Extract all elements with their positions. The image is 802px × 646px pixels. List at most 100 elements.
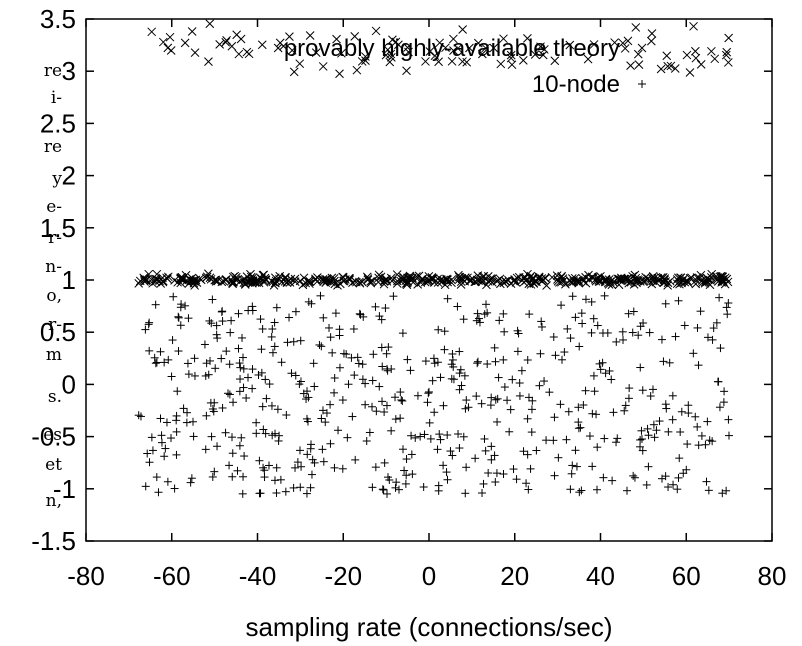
point-plus-marker xyxy=(426,434,435,443)
point-plus-marker xyxy=(145,318,154,327)
point-plus-marker xyxy=(694,361,703,370)
point-plus-marker xyxy=(201,445,210,454)
point-plus-marker xyxy=(141,325,150,334)
point-x-marker xyxy=(413,279,423,289)
point-plus-marker xyxy=(664,483,673,492)
point-plus-marker xyxy=(484,468,493,477)
point-plus-marker xyxy=(257,345,266,354)
point-x-marker xyxy=(506,53,516,63)
point-plus-marker xyxy=(643,424,652,433)
point-x-marker xyxy=(357,57,367,66)
point-plus-marker xyxy=(487,455,496,464)
margin-text-line: m xyxy=(46,345,62,365)
point-plus-marker xyxy=(291,463,300,472)
point-plus-marker xyxy=(673,485,682,494)
point-plus-marker xyxy=(206,356,215,365)
point-plus-marker xyxy=(618,327,627,336)
point-plus-marker xyxy=(228,472,237,481)
point-x-marker xyxy=(374,270,384,280)
point-plus-marker xyxy=(676,428,685,437)
point-plus-marker xyxy=(505,427,514,436)
point-plus-marker xyxy=(665,358,674,367)
point-plus-marker xyxy=(487,393,496,402)
point-plus-marker xyxy=(270,342,279,351)
x-tick-label: 40 xyxy=(586,561,615,591)
point-plus-marker xyxy=(720,387,729,396)
point-x-marker xyxy=(242,47,252,57)
point-plus-marker xyxy=(225,461,234,470)
point-plus-marker xyxy=(267,332,276,341)
y-tick-label: 0 xyxy=(62,369,76,399)
margin-text-line: o, xyxy=(46,286,62,306)
point-plus-marker xyxy=(233,466,242,475)
point-plus-marker xyxy=(493,417,502,426)
point-plus-marker xyxy=(596,365,605,374)
point-plus-marker xyxy=(581,295,590,304)
point-plus-marker xyxy=(273,405,282,414)
point-plus-marker xyxy=(160,452,169,461)
point-plus-marker xyxy=(398,396,407,405)
point-x-marker xyxy=(499,34,508,44)
point-plus-marker xyxy=(239,364,248,373)
point-plus-marker xyxy=(650,433,659,442)
point-x-marker xyxy=(691,53,701,63)
point-x-marker xyxy=(526,280,536,289)
point-plus-marker xyxy=(391,393,400,402)
point-plus-marker xyxy=(558,355,567,364)
point-plus-marker xyxy=(358,375,367,384)
point-plus-marker xyxy=(208,472,217,481)
point-x-marker xyxy=(335,69,344,79)
point-plus-marker xyxy=(344,380,353,389)
point-plus-marker xyxy=(709,324,718,333)
point-plus-marker xyxy=(213,442,222,451)
point-x-marker xyxy=(166,46,176,55)
point-x-marker xyxy=(473,38,483,48)
point-x-marker xyxy=(280,277,290,286)
point-plus-marker xyxy=(304,297,313,306)
point-plus-marker xyxy=(330,373,339,382)
point-plus-marker xyxy=(145,458,154,467)
point-x-marker xyxy=(633,49,643,59)
point-x-marker xyxy=(176,273,186,282)
point-x-marker xyxy=(659,278,669,287)
point-x-marker xyxy=(430,51,440,61)
point-plus-marker xyxy=(461,404,470,413)
point-x-marker xyxy=(706,46,716,56)
point-x-marker xyxy=(352,65,362,75)
point-plus-marker xyxy=(302,387,311,396)
point-plus-marker xyxy=(335,331,344,340)
point-plus-marker xyxy=(168,336,177,345)
point-x-marker xyxy=(672,275,682,284)
point-x-marker xyxy=(435,38,445,48)
point-plus-marker xyxy=(399,445,408,454)
point-plus-marker xyxy=(381,304,390,313)
point-plus-marker xyxy=(568,292,577,301)
point-plus-marker xyxy=(208,405,217,414)
point-plus-marker xyxy=(500,383,509,392)
point-x-marker xyxy=(631,23,641,32)
point-x-marker xyxy=(406,275,416,285)
point-plus-marker xyxy=(430,408,439,417)
point-x-marker xyxy=(352,277,361,287)
point-plus-marker xyxy=(268,348,277,357)
point-plus-marker xyxy=(453,302,462,311)
legend-label-10-node: 10-node xyxy=(532,71,620,98)
x-axis-title: sampling rate (connections/sec) xyxy=(245,612,612,642)
point-x-marker xyxy=(231,272,241,282)
point-plus-marker xyxy=(474,314,483,323)
point-plus-marker xyxy=(169,292,178,301)
point-plus-marker xyxy=(680,321,689,330)
point-plus-marker xyxy=(342,350,351,359)
point-plus-marker xyxy=(152,473,161,482)
point-plus-marker xyxy=(649,420,658,429)
point-plus-marker xyxy=(523,356,532,365)
y-tick-label: 2 xyxy=(62,161,76,191)
point-x-marker xyxy=(236,34,246,44)
point-plus-marker xyxy=(307,470,316,479)
point-plus-marker xyxy=(152,358,161,367)
point-plus-marker xyxy=(176,321,185,330)
point-plus-marker xyxy=(172,450,181,459)
point-plus-marker xyxy=(545,388,554,397)
point-plus-marker xyxy=(353,353,362,362)
x-tick-label: -40 xyxy=(239,561,277,591)
